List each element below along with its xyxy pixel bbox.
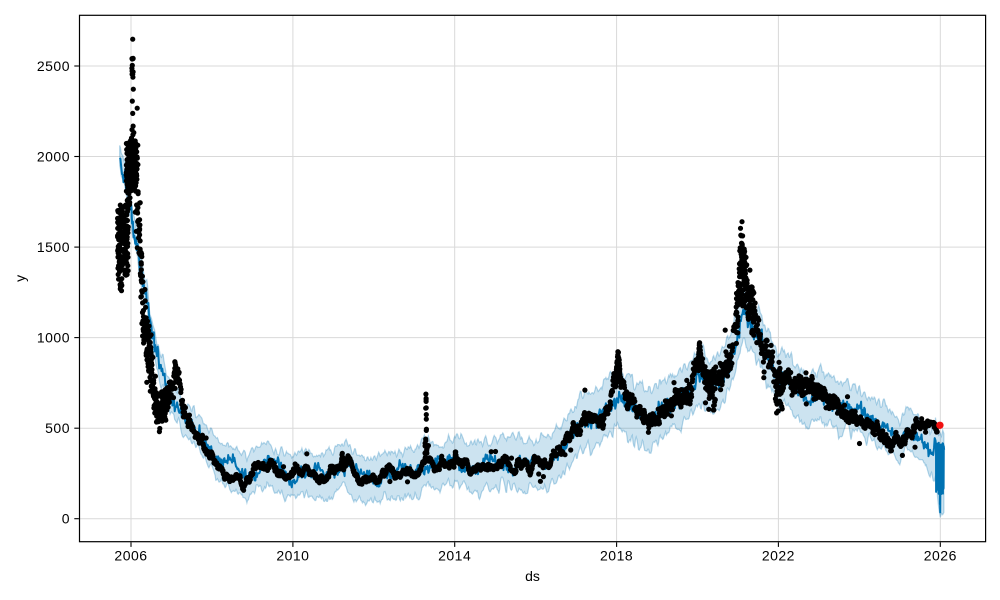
svg-text:1500: 1500 <box>37 239 70 255</box>
svg-text:2000: 2000 <box>37 148 70 164</box>
svg-text:2006: 2006 <box>114 548 147 564</box>
svg-text:2500: 2500 <box>37 58 70 74</box>
svg-text:500: 500 <box>45 420 70 436</box>
svg-text:2014: 2014 <box>438 548 471 564</box>
svg-text:2018: 2018 <box>600 548 633 564</box>
svg-text:y: y <box>12 275 28 282</box>
svg-text:0: 0 <box>62 511 70 527</box>
svg-text:1000: 1000 <box>37 330 70 346</box>
svg-text:2026: 2026 <box>924 548 957 564</box>
svg-text:2022: 2022 <box>762 548 795 564</box>
svg-text:ds: ds <box>525 568 540 584</box>
svg-text:2010: 2010 <box>276 548 309 564</box>
